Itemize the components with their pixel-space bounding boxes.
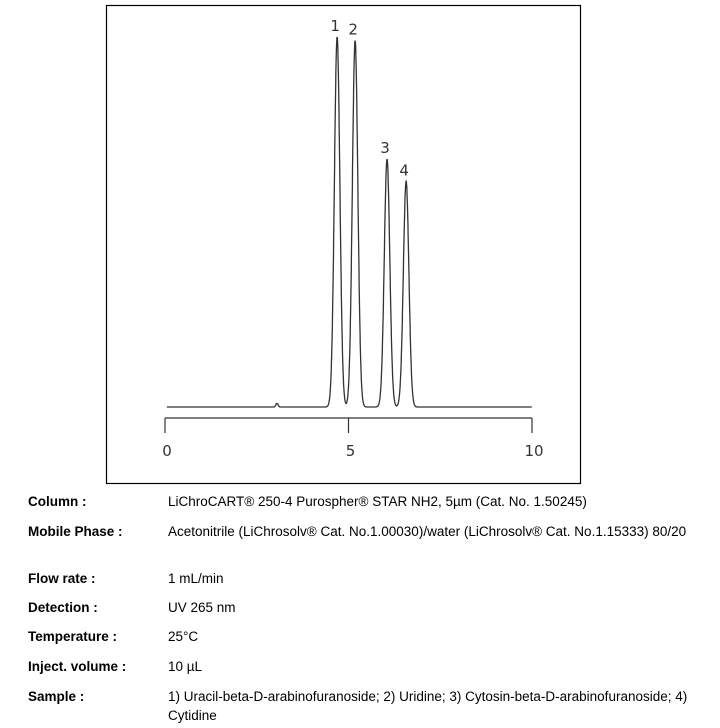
condition-value: LiChroCART® 250-4 Purospher® STAR NH2, 5… bbox=[168, 494, 587, 509]
chromatogram: 0 5 10 1 2 34 bbox=[105, 4, 582, 485]
peak-label-1: 1 bbox=[330, 17, 340, 35]
condition-label: Detection : bbox=[28, 600, 98, 615]
peak-label-3: 3 bbox=[380, 139, 390, 157]
condition-value: 1) Uracil-beta-D-arabinofuranoside; 2) U… bbox=[168, 689, 688, 723]
x-tick-label: 10 bbox=[524, 442, 543, 460]
chromatogram-trace bbox=[166, 36, 532, 408]
condition-label: Sample : bbox=[28, 689, 85, 704]
peak-label-4: 4 bbox=[399, 161, 409, 179]
condition-value: 10 µL bbox=[168, 659, 203, 674]
condition-label: Inject. volume : bbox=[28, 659, 127, 674]
x-tick-label: 5 bbox=[346, 442, 356, 460]
x-tick-label: 0 bbox=[162, 442, 172, 460]
condition-label: Column : bbox=[28, 494, 87, 509]
condition-value: 1 mL/min bbox=[168, 571, 224, 586]
condition-label: Temperature : bbox=[28, 629, 118, 644]
x-axis: 0 5 10 bbox=[162, 417, 544, 460]
peak-label-2: 2 bbox=[348, 21, 358, 39]
condition-value: Acetonitrile (LiChrosolv® Cat. No.1.0003… bbox=[168, 524, 687, 539]
condition-label: Flow rate : bbox=[28, 571, 96, 586]
chart-frame bbox=[105, 4, 582, 485]
condition-label: Mobile Phase : bbox=[28, 524, 123, 539]
condition-value: UV 265 nm bbox=[168, 600, 236, 615]
condition-value: 25°C bbox=[168, 629, 199, 644]
